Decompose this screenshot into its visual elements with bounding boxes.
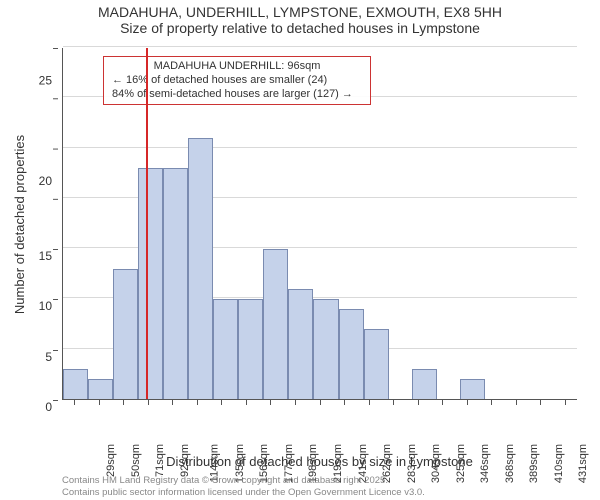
x-tick-mark <box>123 400 124 405</box>
histogram-bar <box>138 168 163 399</box>
x-tick-mark <box>270 400 271 405</box>
y-axis-ticks: 05101520253035 <box>0 48 56 400</box>
x-tick-mark <box>516 400 517 405</box>
property-marker-line <box>146 48 148 399</box>
annotation-line1: MADAHUHA UNDERHILL: 96sqm <box>112 60 362 74</box>
histogram-chart: MADAHUHA, UNDERHILL, LYMPSTONE, EXMOUTH,… <box>0 0 600 500</box>
title-line2: Size of property relative to detached ho… <box>0 20 600 36</box>
x-tick-mark <box>148 400 149 405</box>
histogram-bar <box>263 249 288 399</box>
footer-line2: Contains public sector information licen… <box>62 487 592 498</box>
x-tick-mark <box>320 400 321 405</box>
x-tick-mark <box>369 400 370 405</box>
x-axis-ticks: 29sqm50sqm71sqm92sqm114sqm135sqm156sqm17… <box>62 402 577 462</box>
annotation-box: MADAHUHA UNDERHILL: 96sqm ← 16% of detac… <box>103 56 371 105</box>
footer-attribution: Contains HM Land Registry data © Crown c… <box>62 475 592 498</box>
x-tick-mark <box>467 400 468 405</box>
x-tick-mark <box>418 400 419 405</box>
annotation-line3: 84% of semi-detached houses are larger (… <box>112 88 362 102</box>
x-tick-mark <box>197 400 198 405</box>
x-tick-mark <box>74 400 75 405</box>
histogram-bar <box>238 299 263 399</box>
plot-area: MADAHUHA UNDERHILL: 96sqm ← 16% of detac… <box>62 48 577 400</box>
x-tick-mark <box>565 400 566 405</box>
x-tick-mark <box>172 400 173 405</box>
gridline <box>63 46 577 47</box>
x-tick-mark <box>393 400 394 405</box>
histogram-bar <box>460 379 485 399</box>
annotation-line2: ← 16% of detached houses are smaller (24… <box>112 74 362 88</box>
x-axis-label: Distribution of detached houses by size … <box>62 454 577 469</box>
footer-line1: Contains HM Land Registry data © Crown c… <box>62 475 592 486</box>
histogram-bar <box>88 379 113 399</box>
x-tick-mark <box>295 400 296 405</box>
histogram-bar <box>339 309 364 399</box>
x-tick-mark <box>344 400 345 405</box>
histogram-bar <box>364 329 389 399</box>
x-tick-mark <box>540 400 541 405</box>
histogram-bar <box>163 168 188 399</box>
histogram-bar <box>188 138 213 399</box>
histogram-bar <box>113 269 138 399</box>
histogram-bar <box>412 369 437 399</box>
title-line1: MADAHUHA, UNDERHILL, LYMPSTONE, EXMOUTH,… <box>0 4 600 20</box>
histogram-bar <box>288 289 313 399</box>
y-tick: 35 <box>0 0 52 224</box>
x-tick-mark <box>221 400 222 405</box>
x-tick-mark <box>99 400 100 405</box>
histogram-bar <box>313 299 338 399</box>
chart-title: MADAHUHA, UNDERHILL, LYMPSTONE, EXMOUTH,… <box>0 4 600 36</box>
histogram-bar <box>213 299 238 399</box>
x-tick-mark <box>442 400 443 405</box>
x-tick-mark <box>246 400 247 405</box>
histogram-bar <box>63 369 88 399</box>
x-tick-mark <box>491 400 492 405</box>
